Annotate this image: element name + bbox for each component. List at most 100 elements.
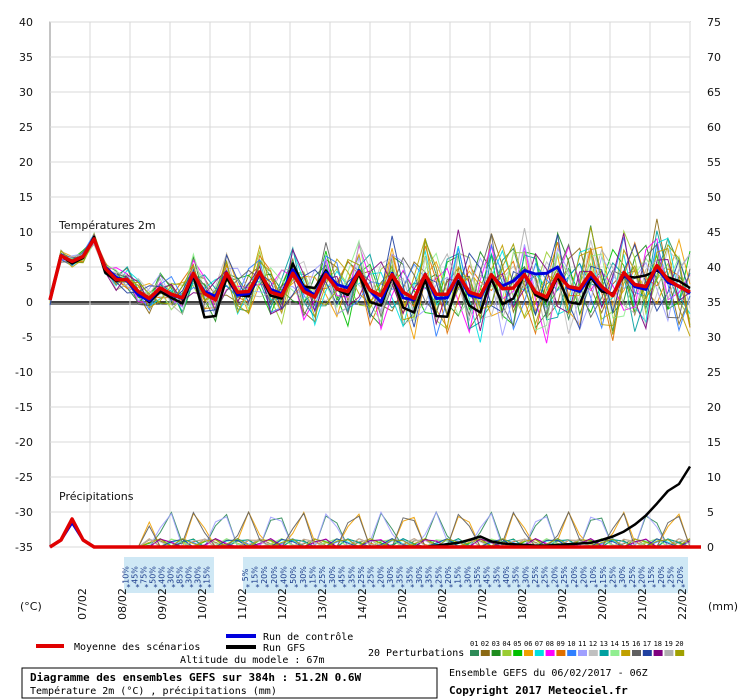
perturbation-swatch — [675, 650, 685, 656]
perturbation-id: 16 — [632, 640, 640, 648]
right-tick-label: 50 — [707, 191, 721, 204]
run-info: Ensemble GEFS du 06/02/2017 - 06Z — [449, 668, 648, 679]
precip-probability-label: 30% — [618, 566, 627, 584]
precip-probability-label: 15% — [454, 566, 463, 584]
precip-probability-label: 40% — [280, 566, 289, 584]
left-tick-label: 5 — [26, 261, 33, 274]
snow-icon: * — [304, 583, 308, 592]
precip-probability-label: 20% — [444, 566, 453, 584]
left-tick-label: -20 — [15, 436, 33, 449]
right-tick-label: 65 — [707, 86, 721, 99]
perturbation-id: 08 — [546, 640, 554, 648]
perturbation-id: 17 — [643, 640, 651, 648]
right-tick-label: 70 — [707, 51, 721, 64]
legend-gfs-label: Run GFS — [263, 643, 305, 654]
precip-probability-label: 35% — [396, 566, 405, 584]
right-tick-label: 30 — [707, 331, 721, 344]
precip-probability-label: 15% — [599, 566, 608, 584]
mean-temp-line — [48, 237, 691, 302]
precip-probability-label: 45% — [131, 566, 140, 584]
x-tick-label: 12/02 — [276, 588, 289, 620]
x-tick-label: 13/02 — [316, 588, 329, 620]
copyright: Copyright 2017 Meteociel.fr — [449, 684, 628, 697]
snow-icon: * — [517, 583, 521, 592]
x-tick-label: 15/02 — [396, 588, 409, 620]
right-tick-label: 40 — [707, 261, 721, 274]
snow-icon: * — [352, 583, 356, 592]
perturbation-swatch — [470, 650, 479, 656]
perturbation-swatch — [632, 650, 641, 656]
perturbation-id: 11 — [578, 640, 586, 648]
precip-probability-label: 20% — [570, 566, 579, 584]
snow-icon: * — [642, 583, 646, 592]
left-tick-label: -30 — [15, 506, 33, 519]
perturbation-id: 14 — [610, 640, 618, 648]
perturbation-swatch — [664, 650, 674, 656]
left-tick-label: 25 — [19, 121, 33, 134]
snow-icon: * — [275, 583, 279, 592]
snow-icon: * — [478, 583, 482, 592]
x-tick-label: 19/02 — [556, 588, 569, 620]
precip-probability-label: 25% — [541, 566, 550, 584]
precip-probability-label: 25% — [318, 566, 327, 584]
precip-probability-label: 45% — [338, 566, 347, 584]
legend-control-label: Run de contrôle — [263, 631, 353, 643]
precip-probability-label: 20% — [376, 566, 385, 584]
perturbation-id: 09 — [556, 640, 564, 648]
snow-icon: * — [256, 583, 260, 592]
perturbation-swatch — [491, 650, 501, 656]
precip-probability-label: 20% — [270, 566, 279, 584]
perturbation-temp-line — [49, 235, 691, 343]
x-tick-label: 11/02 — [236, 588, 249, 620]
perturbation-precip-line — [49, 517, 691, 548]
perturbation-swatch — [502, 650, 512, 656]
precip-probability-label: 30% — [167, 566, 176, 584]
perturbation-id: 20 — [675, 640, 683, 648]
precip-probability-label: 25% — [367, 566, 376, 584]
snow-icon: * — [294, 583, 298, 592]
precip-probability-label: 45% — [483, 566, 492, 584]
legend-mean-label: Moyenne des scénarios — [74, 641, 200, 653]
snow-icon: * — [136, 583, 140, 592]
snow-icon: * — [285, 583, 289, 592]
snow-icon: * — [594, 583, 598, 592]
snow-icon: * — [430, 583, 434, 592]
precip-probability-label: 35% — [347, 566, 356, 584]
snow-icon: * — [459, 583, 463, 592]
perturbation-id: 03 — [492, 640, 500, 648]
right-tick-label: 10 — [707, 471, 721, 484]
left-tick-label: 40 — [19, 16, 33, 29]
snow-icon: * — [439, 583, 443, 592]
precip-probability-label: 40% — [158, 566, 167, 584]
precip-probability-label: 35% — [473, 566, 482, 584]
x-tick-label: 22/02 — [676, 588, 689, 620]
left-axis-unit: (°C) — [20, 600, 42, 613]
snow-icon: * — [584, 583, 588, 592]
footer-title: Diagramme des ensembles GEFS sur 384h : … — [30, 671, 362, 684]
precip-probability-label: 25% — [531, 566, 540, 584]
snow-icon: * — [199, 583, 203, 592]
snow-icon: * — [391, 583, 395, 592]
strip-2-bg — [243, 557, 688, 593]
precip-probability-label: 20% — [657, 566, 666, 584]
x-axis-labels: 07/02 08/02 09/02 10/02 11/02 12/02 13/02 14/02… — [76, 588, 689, 620]
snow-icon: * — [497, 583, 501, 592]
precip-probability-label: 30% — [386, 566, 395, 584]
snow-icon: * — [565, 583, 569, 592]
snow-icon: * — [208, 583, 212, 592]
perturbation-swatch — [599, 650, 609, 656]
precip-probability-label: 30% — [328, 566, 337, 584]
perturbation-temp-line — [49, 232, 691, 337]
snow-icon: * — [468, 583, 472, 592]
x-tick-label: 07/02 — [76, 588, 89, 620]
precip-probability-label: 25% — [666, 566, 675, 584]
perturbation-swatch — [653, 650, 663, 656]
snow-icon: * — [154, 583, 158, 592]
footer-subtitle: Température 2m (°C) , précipitations (mm… — [30, 685, 277, 697]
perturbation-id: 06 — [524, 640, 532, 648]
perturbation-id: 12 — [589, 640, 597, 648]
perturbation-id: 10 — [567, 640, 575, 648]
perturbation-swatch — [610, 650, 620, 656]
precip-probability-label: 5% — [241, 568, 250, 581]
snow-icon: * — [127, 583, 131, 592]
